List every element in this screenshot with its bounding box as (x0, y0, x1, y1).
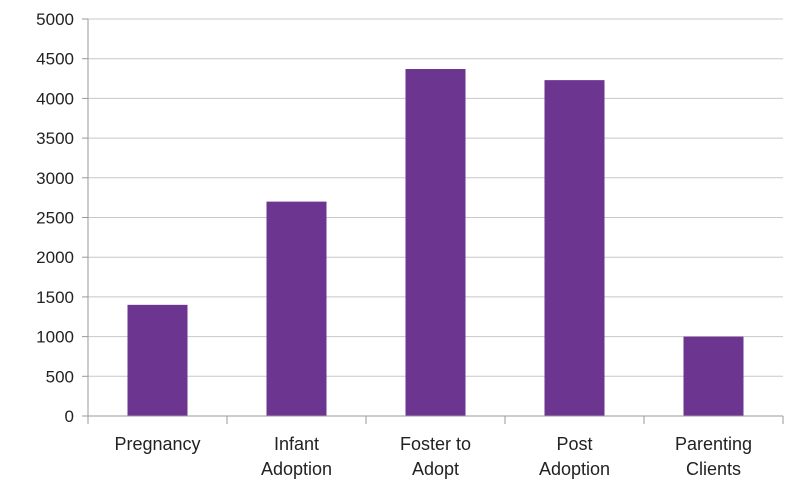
y-tick-label: 2000 (36, 248, 74, 267)
y-tick-label: 3500 (36, 129, 74, 148)
x-category-label: Parenting (675, 434, 752, 454)
bar (683, 336, 744, 416)
x-category-label: Post (556, 434, 592, 454)
bar (127, 304, 188, 416)
y-tick-label: 2500 (36, 209, 74, 228)
x-category-label: Pregnancy (114, 434, 200, 454)
y-tick-label: 1000 (36, 328, 74, 347)
y-tick-label: 3000 (36, 169, 74, 188)
labels: 0 500 1000 1500 2000 2500 3000 3500 4000 4500 5000… (36, 10, 752, 479)
y-tick-label: 4500 (36, 50, 74, 69)
axes (82, 18, 784, 424)
y-tick-label: 0 (65, 407, 74, 426)
y-tick-label: 500 (46, 367, 74, 386)
x-category-label: Foster to (400, 434, 471, 454)
x-category-label: Clients (686, 459, 741, 479)
x-category-label: Adopt (412, 459, 459, 479)
bars (127, 69, 744, 416)
x-category-label: Adoption (539, 459, 610, 479)
bar (405, 69, 466, 416)
y-tick-label: 5000 (36, 10, 74, 29)
bar (266, 201, 327, 416)
y-tick-label: 4000 (36, 89, 74, 108)
x-category-label: Infant (274, 434, 319, 454)
bar (544, 80, 605, 416)
x-category-label: Adoption (261, 459, 332, 479)
y-tick-label: 1500 (36, 288, 74, 307)
